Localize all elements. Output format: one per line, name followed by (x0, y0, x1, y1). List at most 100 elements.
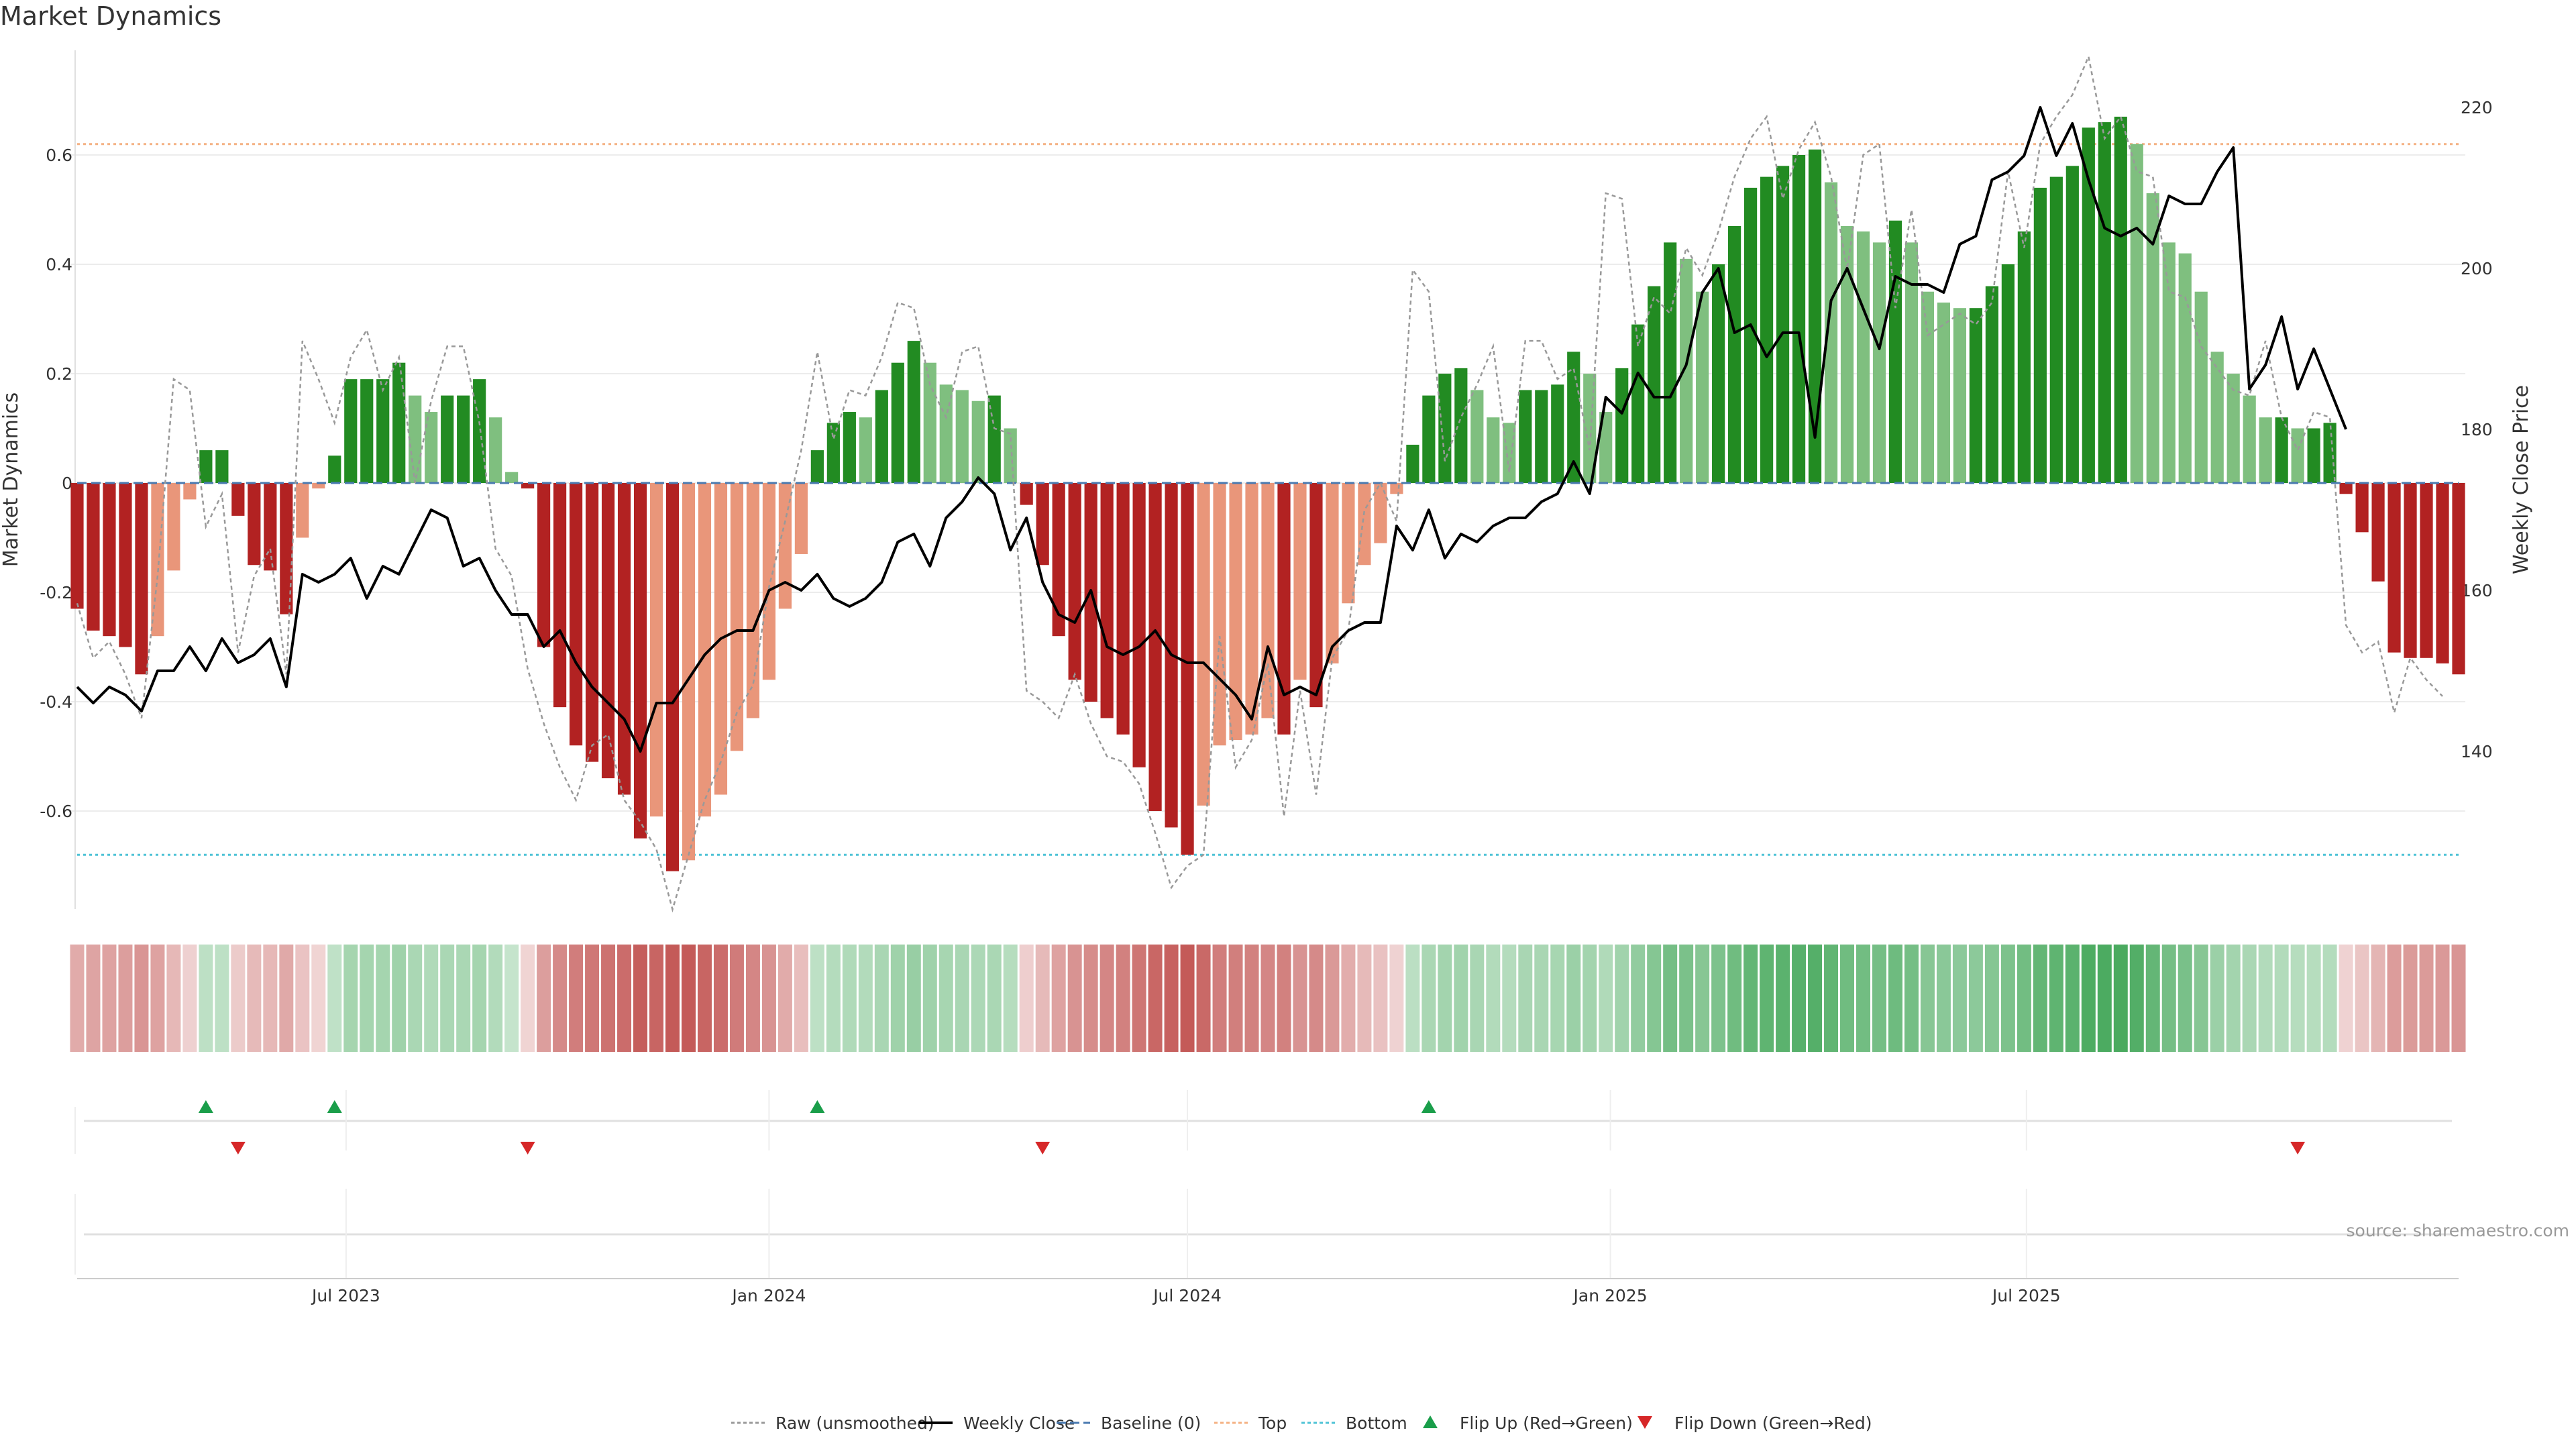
dynamics-bar (2259, 417, 2272, 483)
dynamics-bar (2082, 127, 2095, 483)
dynamics-bar (2404, 483, 2417, 658)
heat-cell (826, 945, 841, 1052)
dynamics-bar (843, 412, 856, 483)
heat-cell (1405, 945, 1420, 1052)
legend-label: Weekly Close (963, 1413, 1075, 1433)
dynamics-bar (1519, 390, 1532, 483)
dynamics-bar (859, 417, 872, 483)
heat-cell (1566, 945, 1581, 1052)
dynamics-bar (2243, 395, 2256, 483)
dynamics-bar (891, 362, 904, 483)
dynamics-bar (649, 483, 663, 817)
heat-cell (1599, 945, 1613, 1052)
dynamics-bar (87, 483, 100, 631)
dynamics-bar (1229, 483, 1242, 741)
heat-cell (1035, 945, 1050, 1052)
dynamics-bar (2436, 483, 2449, 663)
dynamics-bar (907, 341, 920, 483)
dynamics-bar (2098, 122, 2111, 484)
heat-cell (2435, 945, 2450, 1052)
heat-cell (1486, 945, 1501, 1052)
dynamics-bar (1888, 220, 1902, 483)
heat-cell (2097, 945, 2112, 1052)
dynamics-bar (682, 483, 696, 861)
dynamics-bar (1358, 483, 1371, 566)
heat-cell (745, 945, 760, 1052)
dynamics-bar (1760, 176, 1774, 483)
heat-cell (488, 945, 503, 1052)
heat-cell (1952, 945, 1967, 1052)
dynamics-bar (183, 483, 197, 500)
heat-cell (424, 945, 439, 1052)
heat-cell (1438, 945, 1452, 1052)
dynamics-bar (1454, 368, 1468, 483)
heat-cell (2000, 945, 2015, 1052)
heat-cell (1615, 945, 1629, 1052)
heat-cell (1792, 945, 1807, 1052)
heat-cell (70, 945, 85, 1052)
dynamics-bar (1116, 483, 1130, 735)
heat-cell (311, 945, 326, 1052)
heat-cell (279, 945, 294, 1052)
heat-cell (1003, 945, 1018, 1052)
heat-cell (1695, 945, 1710, 1052)
heat-cell (971, 945, 985, 1052)
heat-cell (874, 945, 889, 1052)
dynamics-bar (1470, 390, 1484, 483)
dynamics-bar (2371, 483, 2385, 582)
heat-cell (1148, 945, 1163, 1052)
heat-cell (1727, 945, 1742, 1052)
heat-cell (1711, 945, 1726, 1052)
heat-cell (761, 945, 776, 1052)
heat-cell (2371, 945, 2385, 1052)
heat-cell (537, 945, 551, 1052)
dynamics-bar (923, 362, 936, 483)
heat-cell (1743, 945, 1758, 1052)
y-tick-label: 0.4 (46, 255, 72, 274)
dynamics-bar (2114, 116, 2127, 483)
dynamics-bar (70, 483, 84, 609)
dynamics-bar (1776, 166, 1790, 484)
dynamics-bar (1245, 483, 1258, 735)
legend-label: Bottom (1346, 1413, 1407, 1433)
dynamics-bar (1953, 308, 1967, 483)
dynamics-bar (296, 483, 309, 538)
dynamics-bar (1390, 483, 1403, 494)
heat-cell (2419, 945, 2434, 1052)
legend-label: Raw (unsmoothed) (775, 1413, 934, 1433)
dynamics-bar (553, 483, 567, 708)
dynamics-bar (1696, 291, 1709, 483)
dynamics-bar (1213, 483, 1226, 746)
heat-cell (1051, 945, 1066, 1052)
dynamics-bar (1712, 264, 1725, 483)
dynamics-bar (1052, 483, 1065, 637)
dynamics-bar (489, 417, 502, 483)
heat-cell (2194, 945, 2208, 1052)
heat-cell (295, 945, 310, 1052)
dynamics-bar (248, 483, 261, 566)
heat-cell (150, 945, 165, 1052)
dynamics-bar (1148, 483, 1162, 811)
heat-cell (1357, 945, 1372, 1052)
dynamics-bar (1551, 384, 1564, 483)
heat-cell (1760, 945, 1774, 1052)
heat-cell (794, 945, 808, 1052)
legend-swatch-flip-up (1423, 1415, 1438, 1428)
dynamics-bar (215, 450, 229, 483)
dynamics-bar (1422, 395, 1436, 483)
heat-cell (2242, 945, 2257, 1052)
heat-cell (1808, 945, 1823, 1052)
dynamics-bar (2291, 428, 2304, 483)
heat-cell (456, 945, 471, 1052)
heat-cell (2258, 945, 2273, 1052)
dynamics-bar (1100, 483, 1114, 718)
dynamics-bar (1487, 417, 1500, 483)
flip-up-marker (198, 1100, 213, 1113)
heat-cell (376, 945, 390, 1052)
heat-cell (102, 945, 117, 1052)
heat-cell (1293, 945, 1307, 1052)
dynamics-bar (585, 483, 599, 762)
legend-item: Flip Down (Green→Red) (1638, 1413, 1872, 1433)
dynamics-bar (617, 483, 631, 795)
heat-cell (1116, 945, 1130, 1052)
